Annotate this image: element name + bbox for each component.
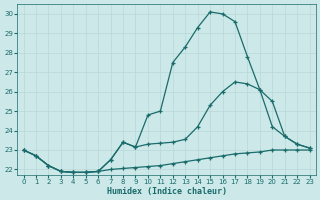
X-axis label: Humidex (Indice chaleur): Humidex (Indice chaleur): [107, 187, 227, 196]
